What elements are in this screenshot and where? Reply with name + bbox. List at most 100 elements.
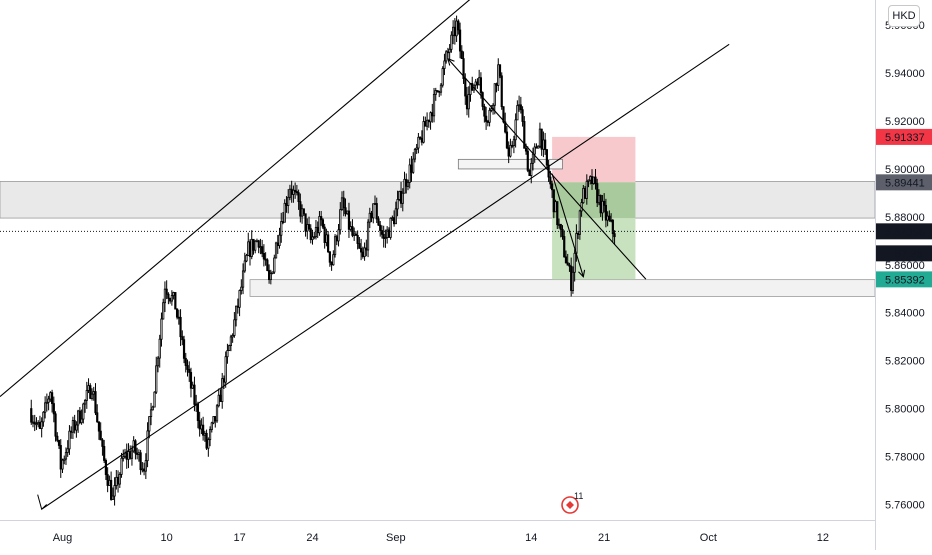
candle-body [208,429,212,441]
candle-body [273,257,276,273]
candle-body [304,213,307,232]
candle-body [44,402,47,413]
forecast-arrow-line[interactable] [551,173,584,277]
candle-body [250,238,253,257]
candle-body [245,254,248,262]
candle-body [193,384,196,405]
candle-body [488,109,491,123]
candle-body [90,393,94,399]
resistance-zone[interactable] [0,181,876,219]
current-price-tag: 5.87396 [885,226,925,238]
candle-body [465,95,469,110]
candle-body [533,146,536,155]
channel-lower-line[interactable] [41,43,730,510]
candle-body [573,252,576,273]
stop-price-tag: 5.91337 [885,132,925,144]
candle-body [77,410,80,426]
candle-body [75,424,78,431]
candle-body [443,60,446,69]
candle-body [582,187,585,204]
candle-body [610,219,613,222]
candle-body [241,270,245,288]
candle-body [110,479,113,500]
candle-body [57,439,61,446]
candle-body [530,162,533,176]
time-axis[interactable] [0,520,875,550]
candle-body [354,233,358,236]
candle-body [486,121,489,123]
candle-body [292,189,295,195]
candle-body [99,430,102,441]
candle-body [498,64,502,77]
candle-body [42,411,45,423]
candle-body [130,450,134,459]
y-tick-label: 5.80000 [885,404,925,416]
candle-body [380,230,384,235]
candle-body [148,416,151,432]
candle-body [163,288,167,304]
candle-body [604,204,608,221]
candle-body [38,422,42,429]
candle-body [115,476,118,486]
small-zone[interactable] [457,158,563,170]
candle-body [142,468,146,472]
candle-body [577,233,580,235]
candle-body [523,121,526,149]
candle-body [35,423,38,426]
candle-body [432,93,436,117]
projection-line[interactable] [447,58,647,280]
candle-body [205,432,208,449]
candle-body [125,452,128,460]
candle-body [160,318,163,340]
candle-body [519,104,522,111]
candle-body [61,459,64,470]
candle-body [592,176,595,184]
candle-body [87,385,90,391]
x-tick-label: 21 [598,532,610,544]
currency-badge[interactable]: HKD [888,5,920,27]
candle-body [613,233,616,238]
candle-body [259,246,262,249]
channel-upper-line[interactable] [0,0,510,398]
candle-body [594,176,597,185]
candle-body [344,207,347,215]
candle-body [264,258,267,261]
candle-body [240,286,243,291]
candle-body [108,479,111,486]
y-tick-label: 5.84000 [885,308,925,320]
candle-body [490,108,493,111]
candle-body [54,413,57,437]
candle-body [276,242,279,246]
candle-body [424,121,427,127]
candle-body [30,408,33,423]
candle-body [132,440,135,452]
candle-body [96,412,99,423]
candle-body [556,201,559,226]
candle-body [526,150,529,171]
candle-body [257,240,260,248]
candle-body [328,251,331,263]
candle-body [68,430,71,450]
candle-body [339,209,342,231]
candle-body [332,254,335,266]
candle-body [537,145,540,149]
candle-body [502,106,505,123]
candle-body [267,270,271,281]
candle-body [379,224,382,231]
candle-body [207,439,210,449]
support-zone[interactable] [249,279,876,297]
candle-body [139,452,142,470]
candle-body [231,335,234,338]
candle-body [566,262,569,266]
candle-body [167,293,170,299]
candle-body [474,81,477,86]
candle-body [441,68,444,86]
risk-zone[interactable] [552,136,636,183]
y-tick-label: 5.86000 [885,260,925,272]
candle-body [210,422,213,430]
candle-body [545,149,548,166]
entry-price-tag-bg [876,174,932,191]
target-price-tag-bg [876,271,932,288]
